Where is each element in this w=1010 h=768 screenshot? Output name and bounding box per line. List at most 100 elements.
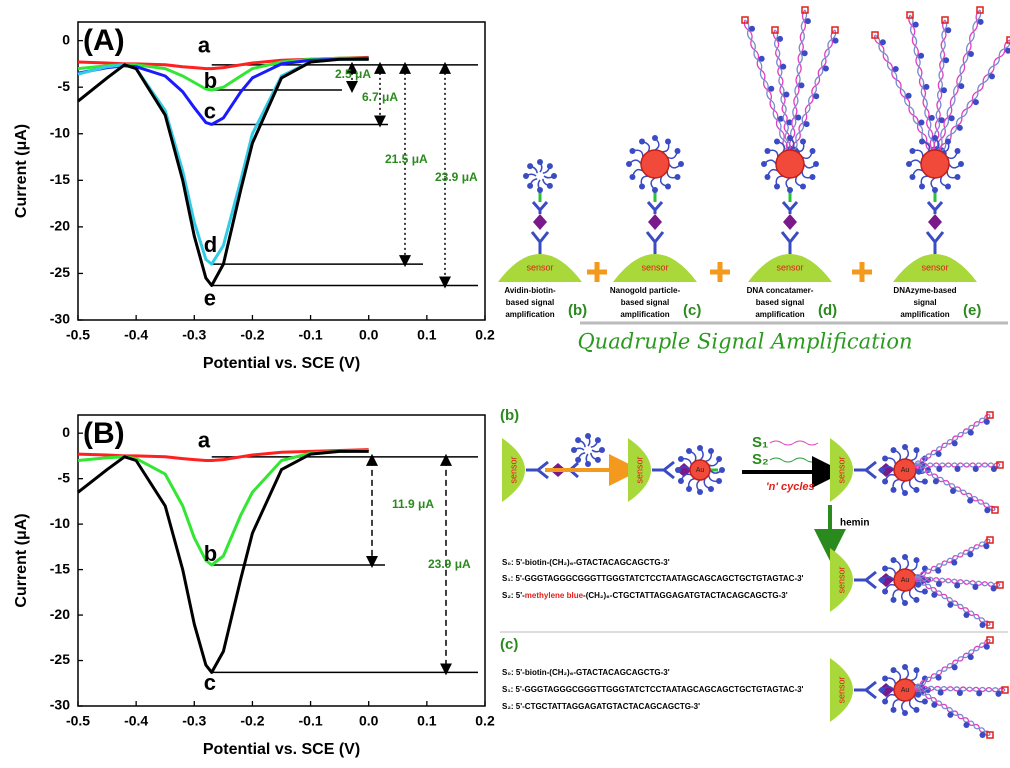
label-dot: [932, 135, 938, 141]
figure: -0.5-0.4-0.3-0.2-0.10.00.10.20-5-10-15-2…: [0, 0, 1010, 768]
y-tick-label: -5: [58, 469, 71, 485]
label-dot: [949, 115, 955, 121]
label-dot: [919, 184, 925, 190]
label-dot: [639, 184, 645, 190]
y-tick-label: -15: [50, 171, 70, 187]
label-dot: [697, 489, 703, 495]
label-dot: [967, 498, 973, 504]
curve-label: e: [204, 285, 216, 310]
label-dot: [639, 138, 645, 144]
label-dot: [795, 115, 801, 121]
label-dot: [932, 187, 938, 193]
label-dot: [902, 444, 908, 450]
label-dot: [764, 148, 770, 154]
x-tick-label: -0.3: [182, 713, 206, 729]
label-dot: [523, 173, 529, 179]
difference-label: 11.9 μA: [392, 497, 434, 511]
x-tick-label: 0.0: [359, 713, 379, 729]
dna-strand: [915, 540, 990, 578]
label-dot: [547, 163, 553, 169]
label-dot: [678, 478, 684, 484]
hemin-label: hemin: [840, 518, 869, 529]
label-dot: [626, 161, 632, 167]
au-label: Au: [696, 467, 705, 474]
label-dot: [882, 566, 888, 572]
label-dot: [958, 161, 964, 167]
x-tick-label: -0.2: [240, 327, 264, 343]
label-dot: [802, 50, 808, 56]
x-tick-label: -0.5: [66, 327, 90, 343]
label-dot: [914, 597, 920, 603]
label-dot: [675, 467, 681, 473]
label-dot: [918, 53, 924, 59]
sequence: S₁: 5'-GGGTAGGGCGGGTTGGGTATCTCCTAATAGCAG…: [502, 574, 804, 583]
antigen: [928, 214, 942, 230]
label-dot: [952, 440, 958, 446]
label-dot: [708, 486, 714, 492]
difference-label: 21.5 μA: [385, 152, 428, 166]
antibody: [927, 188, 943, 254]
label-dot: [749, 26, 755, 32]
label-dot: [599, 447, 605, 453]
sensor-label: sensor: [508, 456, 518, 483]
label-dot: [902, 554, 908, 560]
label-dot: [972, 584, 978, 590]
difference-label: 6.7 μA: [362, 90, 398, 104]
au-label: Au: [901, 467, 910, 474]
sensor-label: sensor: [641, 262, 668, 272]
curve: [78, 59, 369, 285]
sensor-label: sensor: [634, 456, 644, 483]
curve-label: d: [204, 232, 217, 257]
x-axis-title: Potential vs. SCE (V): [203, 741, 360, 758]
antibody-shape: [854, 462, 876, 478]
label-dot: [915, 692, 921, 698]
label-dot: [629, 148, 635, 154]
panel-tag: (c): [500, 636, 518, 653]
antigen: [533, 214, 547, 230]
label-dot: [909, 174, 915, 180]
y-tick-label: -15: [50, 560, 70, 576]
difference-label: 23.9 μA: [428, 557, 471, 571]
label-dot: [963, 612, 969, 618]
antibody-shape: [854, 572, 876, 588]
label-dot: [882, 676, 888, 682]
label-dot: [980, 732, 986, 738]
x-tick-label: 0.1: [417, 327, 437, 343]
gold-nanoparticle: [641, 150, 669, 178]
label-dot: [780, 64, 786, 70]
label-dot: [968, 430, 974, 436]
label-dot: [943, 57, 949, 63]
step-label: Nanogold particle-: [610, 286, 681, 295]
label-dot: [708, 448, 714, 454]
label-dot: [991, 466, 997, 472]
label-dot: [768, 86, 774, 92]
label-dot: [914, 447, 920, 453]
label-dot: [968, 51, 974, 57]
label-dot: [980, 622, 986, 628]
label-dot: [954, 582, 960, 588]
label-dot: [716, 478, 722, 484]
label-dot: [922, 479, 928, 485]
y-tick-label: -20: [50, 218, 70, 234]
label-dot: [629, 174, 635, 180]
label-dot: [675, 174, 681, 180]
label-dot: [595, 457, 601, 463]
sensor-label: sensor: [836, 456, 846, 483]
label-dot: [537, 187, 543, 193]
step-label: signal: [913, 298, 936, 307]
label-dot: [936, 466, 942, 472]
x-tick-label: -0.2: [240, 713, 264, 729]
curve-label: b: [204, 541, 217, 566]
sequence: S₂: 5'-CTGCTATTAGGAGATGTACTACAGCAGCTG-3': [502, 702, 700, 711]
step-label: amplification: [900, 310, 949, 319]
au-label: Au: [901, 687, 910, 694]
label-dot: [571, 447, 577, 453]
plus-sign: [852, 262, 872, 282]
label-dot: [976, 690, 982, 696]
label-dot: [947, 602, 953, 608]
label-dot: [675, 148, 681, 154]
label-dot: [973, 99, 979, 105]
antibody-shape: [782, 232, 798, 254]
label-dot: [902, 664, 908, 670]
label-dot: [929, 115, 935, 121]
